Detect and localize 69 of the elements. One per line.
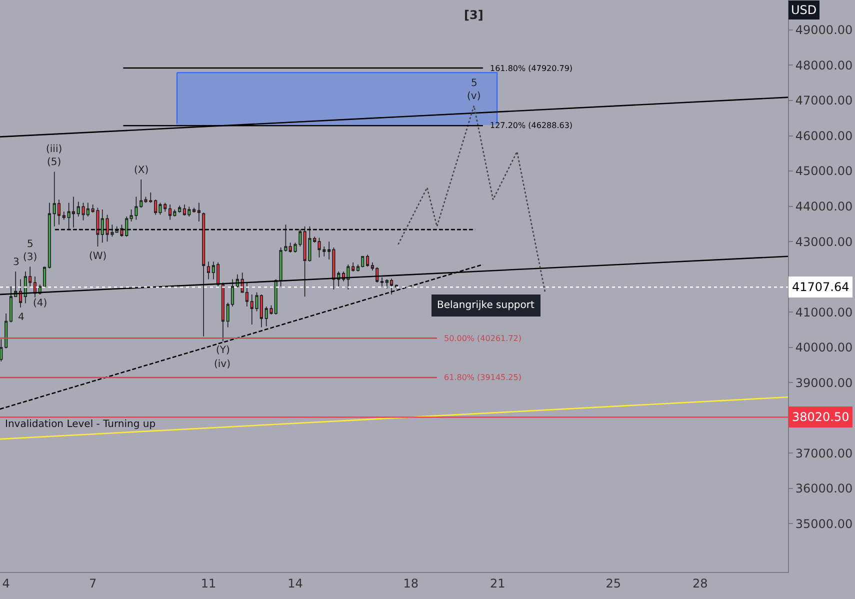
y-tick-label: 37000.00 [795,446,853,460]
candlestick [154,199,158,216]
candlestick [260,294,263,328]
candlestick [4,313,8,349]
annotation: (W) [89,251,107,262]
candlestick [19,278,22,308]
candlestick [178,205,182,214]
annotation: (4) [33,298,48,309]
y-tick-label: 46000.00 [795,128,853,143]
candlestick [86,202,90,217]
annotation: 5 [27,239,34,250]
y-tick-label: 48000.00 [795,58,853,72]
y-tick-label: 45000.00 [795,164,853,178]
annotation: (v) [467,91,481,102]
y-tick-label: 49000.00 [795,23,853,38]
x-tick-label: 11 [200,576,216,590]
annotation: 4 [18,312,24,323]
annotation: Belangrijke support [437,300,535,311]
y-tick-label: 36000.00 [795,482,853,496]
x-tick-label: 21 [490,576,506,590]
candlestick [197,202,200,222]
candlestick [250,294,254,325]
annotation: (iii) [46,144,62,155]
x-tick-label: 25 [606,576,621,590]
y-tick-label: 35000.00 [795,516,853,531]
y-tick-label: 41000.00 [795,305,853,320]
x-tick-label: 28 [692,576,708,590]
candlestick [48,202,51,269]
annotation: [3] [464,8,484,22]
candlestick [221,282,224,342]
ref-line-label: 38020.50 [792,410,850,424]
annotation: (X) [134,165,149,176]
candlestick [164,202,167,212]
annotation: 127.20% (46288.63) [490,121,573,130]
annotation: (Y) [216,345,230,356]
candlestick [62,211,66,220]
candlestick [72,196,75,228]
ref-line-label: 41707.64 [792,280,850,294]
annotation: (3) [23,252,38,263]
y-tick-label: 40000.00 [795,340,853,355]
candlestick [236,274,239,288]
annotation: Invalidation Level - Turning up [5,419,156,430]
y-tick-label: 43000.00 [795,234,853,249]
annotation: (iv) [214,359,231,370]
y-tick-label: 39000.00 [795,376,853,390]
candlestick [206,261,210,280]
candlestick [182,204,186,216]
annotation: (5) [47,157,62,168]
y-axis-title: USD [791,3,817,17]
y-tick-label: 47000.00 [795,94,853,108]
candlestick [168,204,172,220]
annotation: 50.00% (40261.72) [444,334,522,343]
candlestick [192,207,196,214]
x-tick-label: 14 [288,576,303,590]
candlestick [202,212,206,337]
candlestick [76,201,80,217]
x-tick-label: 4 [2,576,10,590]
x-tick-label: 18 [403,576,419,590]
candlestick [33,276,37,298]
annotation: 5 [471,78,478,89]
y-tick-label: 44000.00 [795,200,853,214]
candlestick [366,254,370,267]
annotation: 3 [13,257,20,268]
annotation: 61.80% (39145.25) [444,373,522,382]
candlestick [0,338,3,362]
x-tick-label: 7 [89,576,97,590]
candlestick [352,262,355,272]
candlestick [380,277,384,287]
annotation: 161.80% (47920.79) [490,64,573,73]
